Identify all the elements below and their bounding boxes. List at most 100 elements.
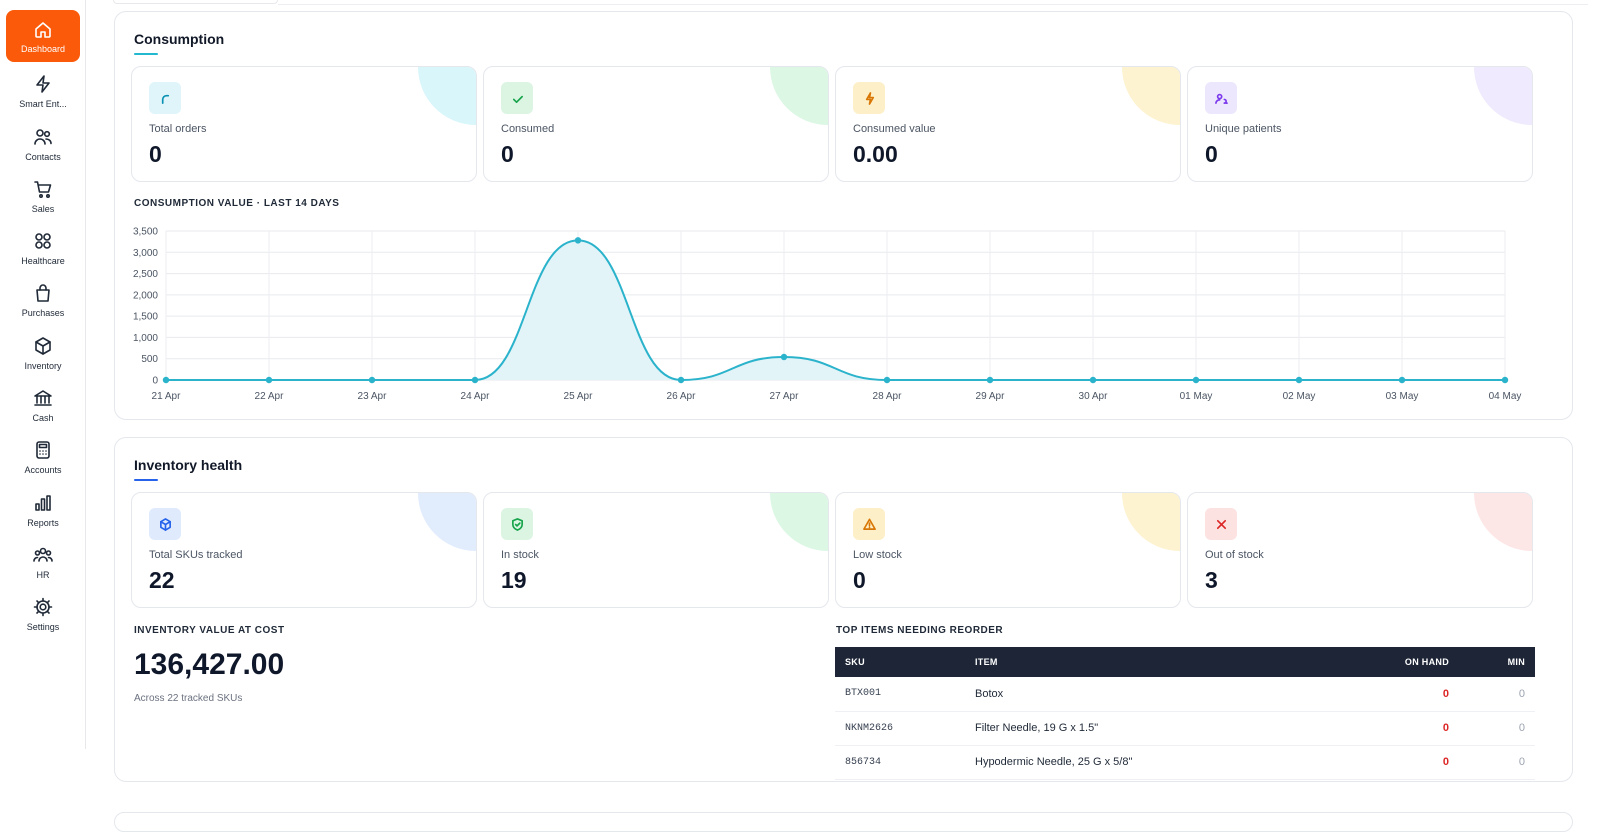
consumption-panel: Consumption Total orders 0 Consumed 0 Consum… xyxy=(114,11,1573,420)
table-row[interactable]: BTX001 Botox 0 0 xyxy=(835,677,1535,712)
sidebar-item-label: Healthcare xyxy=(21,256,65,266)
sidebar-item-label: Purchases xyxy=(21,308,65,318)
inventory-value-note: Across 22 tracked SKUs xyxy=(134,693,243,704)
sidebar-item-contacts[interactable]: Contacts xyxy=(6,118,80,170)
data-point-27-apr xyxy=(780,353,788,361)
cell-on-hand: 0 xyxy=(1369,745,1459,780)
card-decoration xyxy=(1474,493,1532,551)
col-min[interactable]: MIN xyxy=(1507,657,1525,667)
sidebar-item-sales[interactable]: Sales xyxy=(6,170,80,222)
table-row[interactable]: NKNM2626 Filter Needle, 19 G x 1.5" 0 0 xyxy=(835,711,1535,746)
data-point-22-apr xyxy=(265,376,273,384)
x-tick-label: 21 Apr xyxy=(152,391,182,402)
sidebar-item-cash[interactable]: Cash xyxy=(6,379,80,431)
inventory-card-low-stock: Low stock 0 xyxy=(835,492,1181,608)
col-sku[interactable]: SKU xyxy=(845,657,865,667)
y-tick-label: 1,500 xyxy=(133,312,158,323)
inventory-card-total-skus-tracked: Total SKUs tracked 22 xyxy=(131,492,477,608)
card-decoration xyxy=(1122,493,1180,551)
x-tick-label: 25 Apr xyxy=(564,391,594,402)
y-tick-label: 3,500 xyxy=(133,227,158,238)
home-icon xyxy=(32,18,54,40)
stat-label: Total SKUs tracked xyxy=(149,549,243,561)
x-tick-label: 01 May xyxy=(1180,391,1213,402)
inventory-card-out-of-stock: Out of stock 3 xyxy=(1187,492,1533,608)
warning-icon xyxy=(853,508,885,540)
inventory-card-in-stock: In stock 19 xyxy=(483,492,829,608)
cell-item: Filter Needle, 19 G x 1.5" xyxy=(965,711,1369,746)
stat-value: 22 xyxy=(149,567,175,593)
consumption-title-underline xyxy=(134,53,158,55)
sidebar-item-label: Reports xyxy=(27,518,59,528)
card-decoration xyxy=(418,493,476,551)
shield-check-icon xyxy=(501,508,533,540)
sidebar: Dashboard Smart Ent... Contacts Sales Health… xyxy=(0,0,86,749)
inventory-health-panel: Inventory health Total SKUs tracked 22 In … xyxy=(114,437,1573,782)
y-tick-label: 2,500 xyxy=(133,269,158,280)
cell-sku: BTX001 xyxy=(835,677,965,712)
sidebar-item-inventory[interactable]: Inventory xyxy=(6,327,80,379)
y-tick-label: 2,000 xyxy=(133,290,158,301)
next-panel-edge xyxy=(114,812,1573,832)
sidebar-item-reports[interactable]: Reports xyxy=(6,484,80,536)
sidebar-item-label: Sales xyxy=(31,204,55,214)
cell-min: 0 xyxy=(1459,745,1535,780)
y-tick-label: 1,000 xyxy=(133,333,158,344)
sidebar-item-healthcare[interactable]: Healthcare xyxy=(6,222,80,274)
sidebar-item-hr[interactable]: HR xyxy=(6,536,80,588)
grid-icon xyxy=(32,230,54,252)
consumption-card-consumed: Consumed 0 xyxy=(483,66,829,182)
stat-value: 0 xyxy=(1205,141,1218,167)
card-decoration xyxy=(770,493,828,551)
patients-icon xyxy=(1205,82,1237,114)
stat-label: Low stock xyxy=(853,549,902,561)
refresh-icon xyxy=(149,82,181,114)
col-on-hand[interactable]: ON HAND xyxy=(1404,657,1449,667)
y-tick-label: 3,000 xyxy=(133,248,158,259)
col-item[interactable]: ITEM xyxy=(975,657,998,667)
stat-label: In stock xyxy=(501,549,539,561)
data-point-28-apr xyxy=(883,376,891,384)
sidebar-item-dashboard[interactable]: Dashboard xyxy=(6,10,80,62)
reorder-table: SKU ITEM ON HAND MIN BTX001 Botox 0 0 NKNM26… xyxy=(835,647,1535,780)
gear-icon xyxy=(32,596,54,618)
x-tick-label: 26 Apr xyxy=(667,391,697,402)
consumption-chart-caption: CONSUMPTION VALUE · LAST 14 DAYS xyxy=(134,198,340,209)
x-tick-label: 03 May xyxy=(1386,391,1419,402)
sidebar-item-purchases[interactable]: Purchases xyxy=(6,274,80,326)
stat-value: 0 xyxy=(501,141,514,167)
x-tick-label: 28 Apr xyxy=(873,391,903,402)
inventory-value-caption: INVENTORY VALUE AT COST xyxy=(134,625,285,636)
consumption-title: Consumption xyxy=(134,31,225,47)
stat-value: 0.00 xyxy=(853,141,898,167)
sidebar-item-label: Contacts xyxy=(25,152,61,162)
bar-chart-icon xyxy=(32,492,54,514)
y-tick-label: 500 xyxy=(141,354,158,365)
stat-value: 3 xyxy=(1205,567,1218,593)
cell-on-hand: 0 xyxy=(1369,711,1459,746)
series-line xyxy=(166,239,1505,382)
x-tick-label: 30 Apr xyxy=(1079,391,1109,402)
cell-item: Hypodermic Needle, 25 G x 5/8" xyxy=(965,745,1369,780)
table-row[interactable]: 856734 Hypodermic Needle, 25 G x 5/8" 0 0 xyxy=(835,745,1535,780)
reorder-header-row: SKU ITEM ON HAND MIN xyxy=(835,647,1535,677)
sidebar-item-label: HR xyxy=(36,570,50,580)
sidebar-item-label: Accounts xyxy=(24,465,62,475)
consumption-card-consumed-value: Consumed value 0.00 xyxy=(835,66,1181,182)
x-icon xyxy=(1205,508,1237,540)
data-point-29-apr xyxy=(986,376,994,384)
sidebar-item-accounts[interactable]: Accounts xyxy=(6,431,80,483)
x-tick-label: 27 Apr xyxy=(770,391,800,402)
x-tick-label: 29 Apr xyxy=(976,391,1006,402)
data-point-25-apr xyxy=(574,237,582,244)
inventory-value: 136,427.00 xyxy=(134,648,285,681)
consumption-chart: 0 500 1,000 1,500 2,000 2,500 3,000 3,500 21 Apr… xyxy=(133,227,1521,403)
sidebar-item-label: Settings xyxy=(26,622,60,632)
lightning-icon xyxy=(32,73,54,95)
cart-icon xyxy=(32,178,54,200)
stat-label: Total orders xyxy=(149,123,207,135)
sidebar-item-settings[interactable]: Settings xyxy=(6,588,80,640)
stat-label: Consumed value xyxy=(853,123,936,135)
sidebar-item-smart-ent[interactable]: Smart Ent... xyxy=(6,65,80,117)
data-point-04-may xyxy=(1501,376,1509,384)
